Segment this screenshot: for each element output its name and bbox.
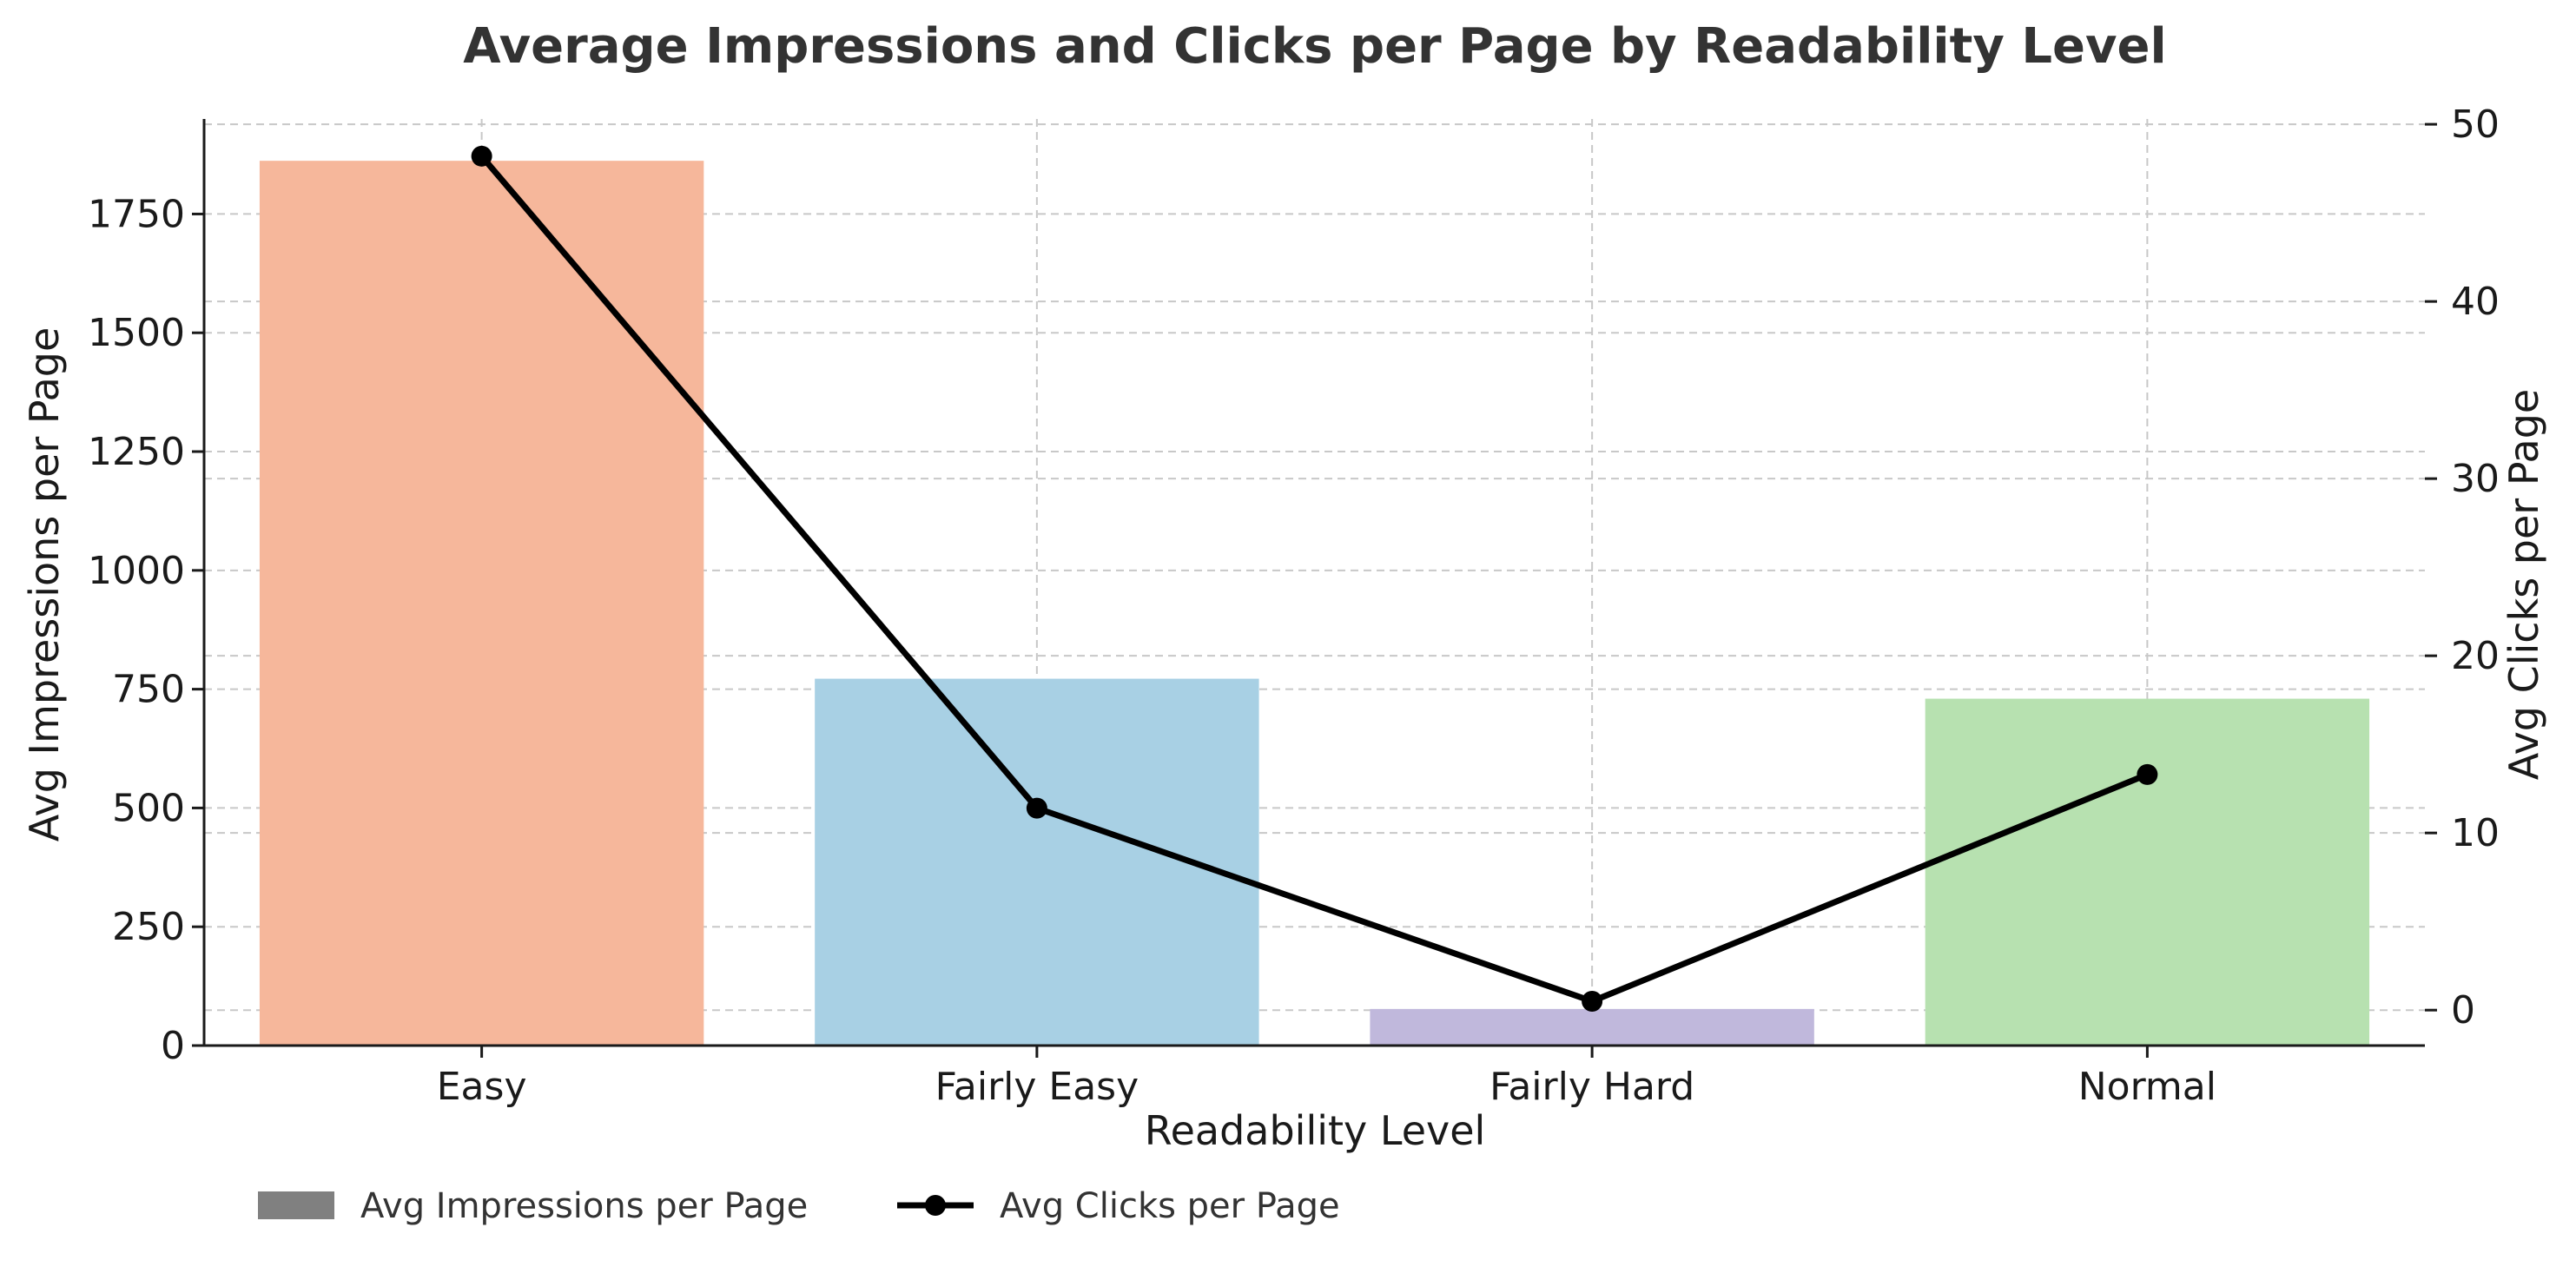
y2-tick-label-1: 10	[2451, 811, 2500, 855]
clicks-line	[479, 154, 2149, 1005]
clicks-point-fairly-hard	[1582, 990, 1603, 1012]
legend-line-marker	[925, 1195, 946, 1216]
bars	[259, 161, 2370, 1046]
y-tick-label-2: 500	[112, 786, 185, 830]
clicks-line-series	[471, 145, 2158, 1012]
x-tick-label-0: Easy	[437, 1065, 527, 1109]
y2-axis-label: Avg Clicks per Page	[2500, 389, 2547, 780]
clicks-point-fairly-easy	[1026, 797, 1047, 819]
y-tick-label-3: 750	[112, 668, 185, 712]
y-tick-label-5: 1250	[88, 430, 185, 474]
legend-bar-label: Avg Impressions per Page	[360, 1186, 808, 1226]
axes: 0 250 500 750 1000 1250 1500 1750 0 10 20 30 40 50 Eas…	[88, 102, 2500, 1109]
x-tick-label-3: Normal	[2078, 1065, 2216, 1109]
y-tick-label-4: 1000	[88, 549, 185, 593]
y-tick-label-1: 250	[112, 905, 185, 949]
y-tick-label-6: 1500	[88, 311, 185, 355]
y-axis-label: Avg Impressions per Page	[21, 327, 68, 842]
y2-tick-label-3: 30	[2451, 457, 2500, 501]
y2-tick-label-2: 20	[2451, 634, 2500, 678]
x-tick-label-2: Fairly Hard	[1489, 1065, 1694, 1109]
legend-line-label: Avg Clicks per Page	[1000, 1186, 1340, 1226]
legend: Avg Impressions per Page Avg Clicks per …	[258, 1186, 1340, 1226]
y2-tick-label-5: 50	[2451, 102, 2500, 147]
bar-easy	[259, 161, 704, 1046]
x-tick-label-1: Fairly Easy	[935, 1065, 1139, 1109]
bar-fairly-hard	[1370, 1008, 1814, 1046]
legend-bar-swatch	[258, 1191, 334, 1219]
x-axis-label: Readability Level	[1145, 1107, 1486, 1154]
chart-title: Average Impressions and Clicks per Page …	[463, 18, 2166, 75]
clicks-point-normal	[2137, 763, 2158, 785]
bar-normal	[1925, 698, 2370, 1046]
y-tick-label-0: 0	[161, 1024, 185, 1068]
y2-tick-label-0: 0	[2451, 988, 2475, 1033]
y-tick-label-7: 1750	[88, 192, 185, 236]
clicks-point-easy	[471, 145, 492, 167]
y2-tick-label-4: 40	[2451, 280, 2500, 324]
